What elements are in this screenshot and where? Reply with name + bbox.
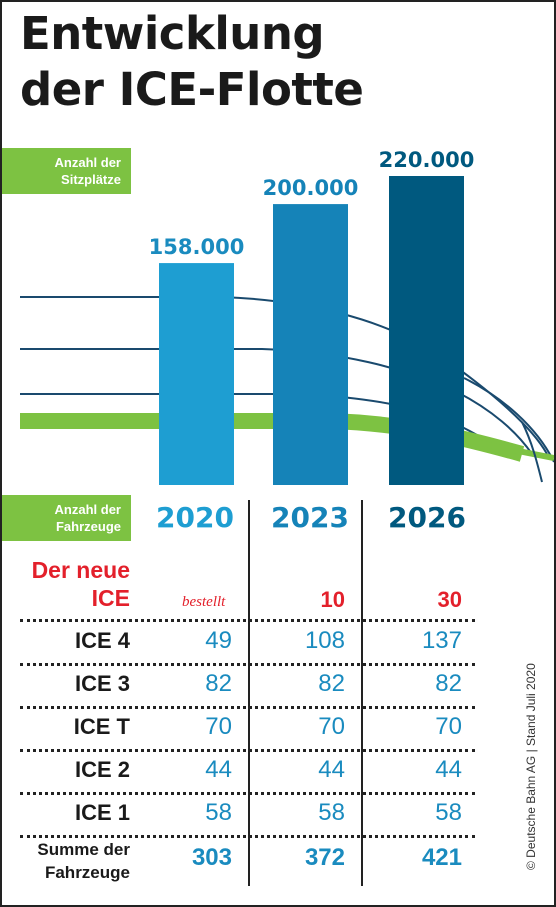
column-divider — [248, 500, 250, 886]
table-cell: 49 — [205, 627, 232, 654]
table-cell: 44 — [205, 756, 232, 783]
table-cell: 44 — [318, 756, 345, 783]
row-separator — [20, 835, 475, 838]
ordered-note: bestellt — [182, 594, 226, 610]
table-cell: 70 — [318, 713, 345, 740]
column-divider — [361, 500, 363, 886]
vehicles-label-line-2: Fahrzeuge — [55, 519, 121, 534]
title-line-2: der ICE-Flotte — [20, 63, 364, 116]
table-cell: 58 — [435, 799, 462, 826]
sum-value-2026: 421 — [421, 844, 462, 871]
table-cell: 82 — [318, 670, 345, 697]
year-2023: 2023 — [271, 501, 349, 534]
year-2026: 2026 — [388, 501, 466, 534]
sum-label: Summe der Fahrzeuge — [2, 838, 130, 884]
table-cell: 137 — [421, 627, 462, 654]
bar-2023 — [273, 204, 348, 485]
row-separator — [20, 663, 475, 666]
table-cell: 70 — [435, 713, 462, 740]
vehicles-label-line-1: Anzahl der — [54, 502, 121, 517]
bar-value-label-2023: 200.000 — [263, 176, 359, 200]
row-label: ICE 1 — [74, 800, 130, 825]
sum-value-2020: 303 — [191, 844, 232, 871]
sum-label-line-2: Fahrzeuge — [44, 863, 130, 882]
seats-label-line-2: Sitzplätze — [61, 172, 121, 187]
table-cell: 70 — [205, 713, 232, 740]
row-label: ICE 2 — [74, 757, 130, 782]
seats-label: Anzahl der Sitzplätze — [2, 148, 131, 194]
row-label: ICE T — [73, 714, 130, 739]
year-2020: 2020 — [156, 501, 234, 534]
bars-group: 158.000 200.000 220.000 — [149, 148, 475, 485]
row-separator — [20, 706, 475, 709]
bar-2026 — [389, 176, 464, 485]
row-separator — [20, 792, 475, 795]
vehicles-label: Anzahl der Fahrzeuge — [2, 495, 131, 541]
seats-label-line-1: Anzahl der — [54, 155, 121, 170]
sum-label-line-1: Summe der — [37, 840, 130, 859]
table-cell: 82 — [435, 670, 462, 697]
row-label: ICE 3 — [74, 671, 130, 696]
page-title: Entwicklung der ICE-Flotte — [20, 6, 364, 118]
row-label: ICE 4 — [74, 628, 130, 653]
new-ice-label-line-1: Der neue — [31, 557, 130, 583]
table-cell: 108 — [304, 627, 345, 654]
table-cell: 58 — [318, 799, 345, 826]
bar-value-label-2026: 220.000 — [379, 148, 475, 172]
seats-bar-chart: 158.000 200.000 220.000 — [20, 148, 554, 485]
title-line-1: Entwicklung — [20, 7, 325, 60]
table-cell: 44 — [435, 756, 462, 783]
new-ice-value-2026: 30 — [437, 587, 462, 612]
new-ice-value-2023: 10 — [320, 587, 345, 612]
new-ice-label-line-2: ICE — [91, 585, 130, 611]
sum-value-2023: 372 — [304, 844, 345, 871]
copyright-note: © Deutsche Bahn AG | Stand Juli 2020 — [524, 663, 538, 870]
table-cell: 58 — [205, 799, 232, 826]
row-separator — [20, 619, 475, 622]
new-ice-label: Der neue ICE — [2, 556, 130, 612]
bar-2020 — [159, 263, 234, 485]
row-separator — [20, 749, 475, 752]
bar-value-label-2020: 158.000 — [149, 235, 245, 259]
table-cell: 82 — [205, 670, 232, 697]
